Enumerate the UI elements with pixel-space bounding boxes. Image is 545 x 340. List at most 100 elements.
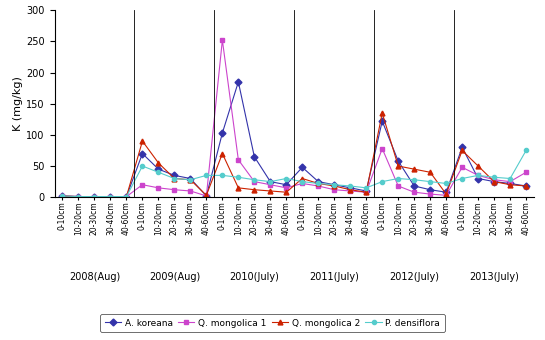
A. koreana (363, 189, 370, 193)
Text: 2013(July): 2013(July) (469, 272, 519, 282)
A. koreana (235, 80, 241, 84)
A. koreana (411, 184, 417, 188)
P. densiflora (59, 194, 66, 198)
A. koreana (139, 152, 146, 156)
Q. mongolica 1 (283, 186, 289, 190)
A. koreana (75, 194, 82, 199)
Q. mongolica 1 (123, 194, 130, 199)
Q. mongolica 1 (315, 184, 322, 188)
Q. mongolica 2 (523, 184, 529, 188)
Q. mongolica 2 (331, 184, 337, 188)
Q. mongolica 1 (267, 183, 274, 187)
Q. mongolica 2 (283, 190, 289, 194)
Q. mongolica 1 (363, 190, 370, 194)
Text: 2010(July): 2010(July) (229, 272, 279, 282)
P. densiflora (507, 176, 513, 181)
A. koreana (459, 145, 465, 149)
Q. mongolica 1 (507, 180, 513, 184)
A. koreana (267, 180, 274, 184)
A. koreana (491, 180, 498, 184)
P. densiflora (379, 180, 385, 184)
Q. mongolica 1 (203, 194, 210, 198)
Q. mongolica 2 (459, 148, 465, 152)
Line: Q. mongolica 1: Q. mongolica 1 (60, 38, 529, 199)
Q. mongolica 1 (107, 194, 114, 199)
P. densiflora (107, 194, 114, 199)
Q. mongolica 2 (395, 164, 402, 168)
A. koreana (91, 194, 98, 199)
P. densiflora (75, 194, 82, 199)
A. koreana (187, 176, 193, 181)
Q. mongolica 2 (203, 193, 210, 197)
P. densiflora (331, 183, 337, 187)
A. koreana (59, 194, 66, 198)
Y-axis label: K (mg/kg): K (mg/kg) (14, 76, 23, 131)
Q. mongolica 1 (171, 188, 178, 192)
P. densiflora (363, 186, 370, 190)
P. densiflora (219, 173, 226, 177)
A. koreana (203, 194, 210, 198)
P. densiflora (203, 173, 210, 177)
Q. mongolica 2 (507, 183, 513, 187)
Q. mongolica 1 (459, 165, 465, 169)
P. densiflora (395, 176, 402, 181)
Text: 2012(July): 2012(July) (389, 272, 439, 282)
Q. mongolica 2 (299, 176, 306, 181)
A. koreana (507, 182, 513, 186)
P. densiflora (315, 182, 322, 186)
Q. mongolica 2 (59, 194, 66, 198)
Q. mongolica 1 (251, 180, 258, 184)
Q. mongolica 2 (363, 190, 370, 194)
Q. mongolica 1 (523, 170, 529, 174)
Q. mongolica 2 (443, 192, 450, 196)
Q. mongolica 1 (395, 184, 402, 188)
Q. mongolica 1 (427, 192, 433, 196)
Q. mongolica 1 (91, 194, 98, 199)
Q. mongolica 2 (187, 178, 193, 182)
Q. mongolica 2 (91, 194, 98, 199)
P. densiflora (283, 176, 289, 181)
Text: 2011(July): 2011(July) (310, 272, 359, 282)
Q. mongolica 2 (139, 139, 146, 143)
P. densiflora (267, 180, 274, 184)
Q. mongolica 2 (379, 111, 385, 115)
Q. mongolica 2 (123, 194, 130, 199)
P. densiflora (251, 178, 258, 182)
Q. mongolica 2 (107, 194, 114, 199)
Q. mongolica 1 (187, 189, 193, 193)
P. densiflora (123, 194, 130, 199)
Line: P. densiflora: P. densiflora (60, 148, 528, 199)
P. densiflora (491, 175, 498, 179)
Q. mongolica 1 (331, 188, 337, 192)
A. koreana (171, 173, 178, 177)
A. koreana (379, 119, 385, 123)
Q. mongolica 1 (411, 190, 417, 194)
P. densiflora (443, 182, 450, 186)
Q. mongolica 1 (347, 189, 354, 193)
P. densiflora (235, 175, 241, 179)
P. densiflora (347, 184, 354, 188)
P. densiflora (523, 148, 529, 152)
A. koreana (475, 176, 481, 181)
P. densiflora (171, 176, 178, 181)
P. densiflora (187, 178, 193, 182)
A. koreana (251, 155, 258, 159)
P. densiflora (459, 176, 465, 181)
Line: Q. mongolica 2: Q. mongolica 2 (60, 110, 529, 199)
P. densiflora (475, 173, 481, 177)
P. densiflora (427, 180, 433, 184)
Q. mongolica 2 (411, 167, 417, 171)
Q. mongolica 1 (219, 38, 226, 42)
P. densiflora (299, 180, 306, 184)
Q. mongolica 2 (475, 164, 481, 168)
P. densiflora (411, 178, 417, 182)
Q. mongolica 2 (155, 161, 162, 165)
A. koreana (395, 159, 402, 163)
Legend: A. koreana, Q. mongolica 1, Q. mongolica 2, P. densiflora: A. koreana, Q. mongolica 1, Q. mongolica… (100, 314, 445, 332)
A. koreana (107, 194, 114, 199)
A. koreana (219, 131, 226, 135)
Q. mongolica 2 (427, 170, 433, 174)
Q. mongolica 2 (347, 188, 354, 192)
P. densiflora (91, 194, 98, 199)
A. koreana (155, 167, 162, 171)
